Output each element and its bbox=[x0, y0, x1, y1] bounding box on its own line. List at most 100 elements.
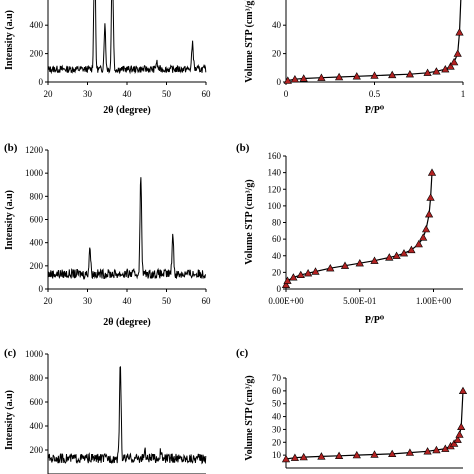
y-tick-label: 600 bbox=[30, 215, 44, 225]
x-tick-label: 0.00E+00 bbox=[268, 296, 304, 306]
data-point-marker bbox=[355, 258, 364, 267]
y-tick-label: 200 bbox=[30, 49, 44, 59]
y-tick-label: 20 bbox=[272, 437, 282, 447]
panel-xrd_c: 200 400 600 800 1000 Intensity (a.u) (c) bbox=[4, 347, 207, 474]
y-tick-label: 800 bbox=[30, 373, 44, 383]
data-point-marker bbox=[289, 273, 298, 281]
data-point-marker bbox=[423, 447, 432, 455]
y-tick-label: 120 bbox=[268, 184, 282, 194]
x-axis-label: P/P⁰ bbox=[365, 105, 385, 116]
x-tick-label: 30 bbox=[83, 89, 93, 99]
y-tick-label: 600 bbox=[30, 397, 44, 407]
y-tick-label: 140 bbox=[268, 168, 282, 178]
data-point-marker bbox=[455, 28, 464, 36]
y-tick-label: 1200 bbox=[25, 145, 44, 155]
x-tick-label: 40 bbox=[123, 296, 133, 306]
data-point-marker bbox=[334, 72, 344, 81]
y-tick-label: 200 bbox=[30, 261, 44, 271]
y-tick-label: 20 bbox=[272, 49, 282, 59]
data-point-marker bbox=[455, 430, 464, 438]
data-point-marker bbox=[449, 57, 459, 66]
panel-xrd_a: 0 200 400 600 20 30 40 50 60 2θ (degree) Intensity… bbox=[4, 0, 211, 116]
x-tick-label: 5.00E-01 bbox=[343, 296, 376, 306]
x-tick-label: 50 bbox=[162, 89, 172, 99]
x-tick-label: 40 bbox=[123, 89, 133, 99]
data-point-marker bbox=[370, 450, 379, 458]
data-point-marker bbox=[424, 209, 434, 218]
data-point-marker bbox=[407, 245, 416, 254]
y-tick-label: 600 bbox=[30, 0, 44, 2]
data-point-marker bbox=[352, 72, 361, 80]
x-tick-label: 1 bbox=[461, 89, 466, 99]
data-point-marker bbox=[303, 268, 313, 277]
y-tick-label: 400 bbox=[30, 20, 44, 30]
panel-bet_a: 0 20 40 60 0 0.5 1 P/P⁰ Volume STP (cm³/g) bbox=[244, 0, 465, 116]
data-point-marker bbox=[299, 74, 308, 82]
data-point-marker bbox=[432, 445, 441, 454]
panel-label: (b) bbox=[236, 142, 250, 154]
data-point-marker bbox=[457, 422, 466, 431]
data-point-marker bbox=[427, 168, 437, 176]
data-point-marker bbox=[453, 435, 462, 443]
data-point-marker bbox=[405, 448, 415, 456]
y-tick-label: 80 bbox=[272, 218, 282, 228]
y-tick-label: 30 bbox=[272, 424, 282, 434]
data-point-marker bbox=[453, 49, 462, 57]
data-point-marker bbox=[290, 74, 300, 83]
x-tick-label: 20 bbox=[44, 89, 54, 99]
data-point-marker bbox=[385, 253, 394, 261]
x-tick-label: 0 bbox=[284, 89, 289, 99]
y-axis-label: Intensity (a.u) bbox=[4, 390, 15, 450]
y-tick-label: 20 bbox=[272, 267, 282, 277]
x-tick-label: 60 bbox=[202, 296, 212, 306]
y-tick-label: 50 bbox=[272, 399, 282, 409]
data-point-marker bbox=[426, 193, 435, 201]
data-point-marker bbox=[299, 452, 308, 461]
data-point-marker bbox=[392, 251, 401, 259]
x-axis-label: 2θ (degree) bbox=[103, 105, 151, 116]
y-tick-label: 60 bbox=[272, 234, 282, 244]
y-tick-label: 800 bbox=[30, 191, 44, 201]
isotherm-line bbox=[285, 172, 433, 286]
data-point-marker bbox=[419, 233, 428, 241]
data-point-marker bbox=[458, 386, 468, 395]
y-axis-label: Volume STP (cm³/g) bbox=[244, 179, 255, 264]
diffraction-pattern-line bbox=[47, 366, 207, 465]
data-point-marker bbox=[352, 450, 361, 459]
y-tick-label: 1000 bbox=[25, 349, 44, 359]
data-point-marker bbox=[326, 263, 335, 272]
data-point-marker bbox=[421, 224, 431, 233]
diffraction-pattern-line bbox=[47, 177, 206, 280]
y-tick-label: 0 bbox=[277, 77, 282, 87]
panel-bet_b: 0 20 40 60 80 100 120 140 160 0.00E+00 5.00E-01 1.0… bbox=[236, 142, 463, 326]
data-point-marker bbox=[446, 62, 455, 70]
y-tick-label: 40 bbox=[272, 20, 282, 30]
x-axis-label: 2θ (degree) bbox=[103, 317, 151, 328]
diffraction-pattern-line bbox=[47, 0, 207, 75]
data-point-marker bbox=[414, 239, 423, 248]
data-point-marker bbox=[432, 67, 441, 75]
y-axis-label: Intensity (a.u) bbox=[4, 190, 15, 250]
y-tick-label: 1000 bbox=[25, 168, 44, 178]
y-tick-label: 200 bbox=[30, 445, 44, 455]
data-point-marker bbox=[370, 71, 379, 79]
y-tick-label: 40 bbox=[272, 412, 282, 422]
data-point-marker bbox=[283, 276, 292, 284]
panel-label: (c) bbox=[4, 347, 17, 359]
data-point-marker bbox=[317, 73, 326, 81]
x-tick-label: 50 bbox=[162, 296, 172, 306]
x-tick-label: 20 bbox=[44, 296, 54, 306]
isotherm-line bbox=[287, 0, 462, 82]
data-point-marker bbox=[281, 454, 291, 463]
x-tick-label: 0.5 bbox=[369, 89, 381, 99]
data-point-marker bbox=[370, 256, 379, 264]
y-tick-label: 0 bbox=[39, 284, 44, 294]
y-tick-label: 160 bbox=[268, 151, 282, 161]
y-tick-label: 60 bbox=[272, 386, 282, 396]
data-point-marker bbox=[290, 453, 300, 461]
data-point-marker bbox=[283, 76, 292, 84]
panel-bet_c: 10 20 30 40 50 60 70 Volume STP (cm³/g) (c) bbox=[236, 347, 468, 469]
y-tick-label: 70 bbox=[272, 373, 282, 383]
data-point-marker bbox=[399, 249, 409, 257]
